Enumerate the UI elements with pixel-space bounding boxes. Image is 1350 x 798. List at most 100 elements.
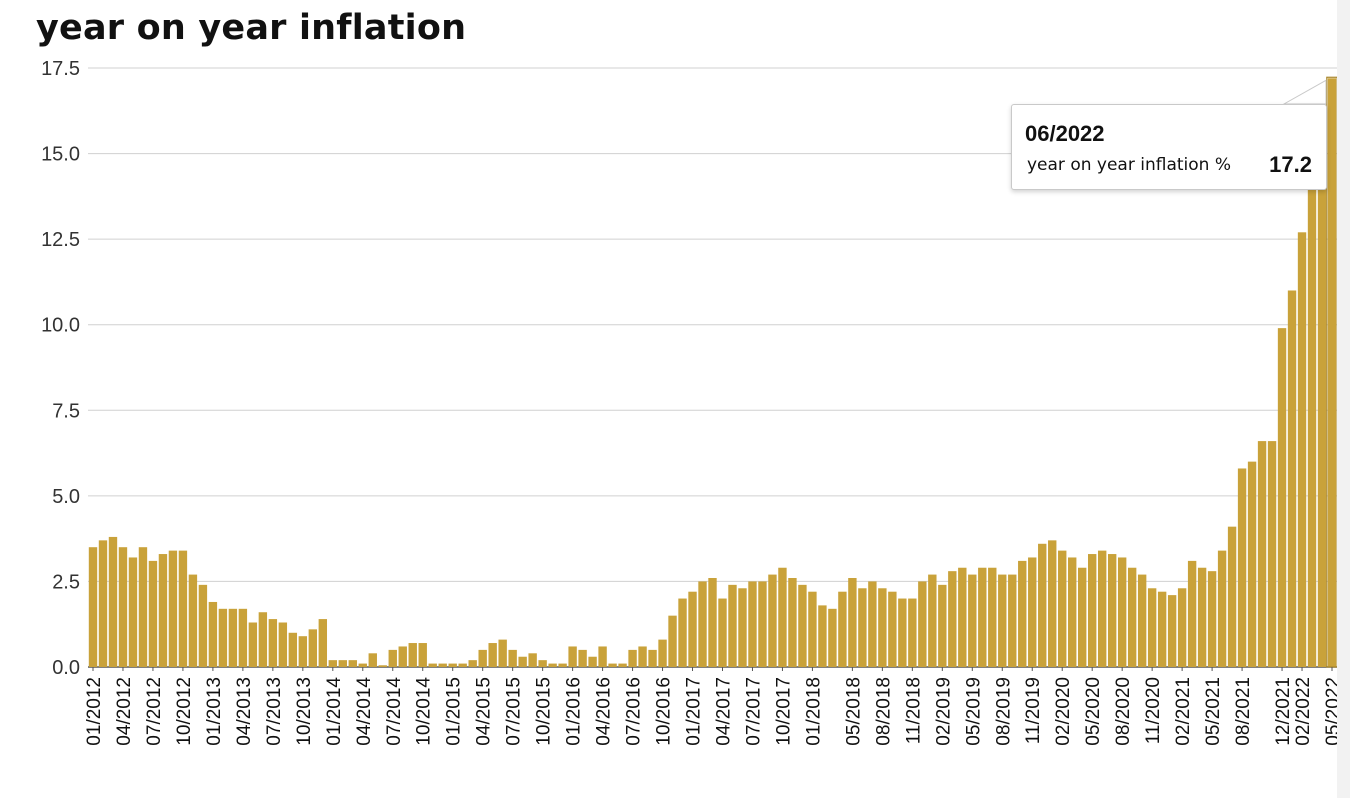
bar[interactable] bbox=[278, 622, 288, 667]
bar[interactable] bbox=[88, 547, 98, 667]
bar[interactable] bbox=[188, 574, 198, 667]
bar[interactable] bbox=[368, 653, 377, 667]
bar[interactable] bbox=[788, 578, 797, 667]
bar[interactable] bbox=[668, 615, 677, 667]
bar[interactable] bbox=[408, 643, 417, 667]
bar[interactable] bbox=[1147, 588, 1157, 667]
bar[interactable] bbox=[748, 581, 757, 667]
bar[interactable] bbox=[208, 601, 218, 667]
bar[interactable] bbox=[958, 567, 967, 667]
bar[interactable] bbox=[1267, 441, 1277, 667]
bar[interactable] bbox=[198, 584, 208, 667]
bar[interactable] bbox=[598, 646, 607, 667]
bar[interactable] bbox=[1137, 574, 1147, 667]
bar[interactable] bbox=[398, 646, 407, 667]
bar[interactable] bbox=[588, 656, 597, 667]
bar[interactable] bbox=[318, 619, 328, 667]
bar[interactable] bbox=[828, 608, 837, 667]
bar[interactable] bbox=[388, 649, 397, 667]
bar[interactable] bbox=[438, 663, 447, 667]
bar[interactable] bbox=[458, 663, 467, 667]
bar[interactable] bbox=[258, 612, 268, 667]
bar[interactable] bbox=[1307, 187, 1317, 668]
bar[interactable] bbox=[948, 571, 957, 667]
bar[interactable] bbox=[428, 663, 437, 667]
bar[interactable] bbox=[138, 547, 148, 667]
bar[interactable] bbox=[1068, 557, 1077, 667]
bar[interactable] bbox=[988, 567, 997, 667]
bar[interactable] bbox=[918, 581, 927, 667]
bar[interactable] bbox=[638, 646, 647, 667]
bar[interactable] bbox=[558, 663, 567, 667]
bar[interactable] bbox=[688, 591, 697, 667]
bar[interactable] bbox=[888, 591, 897, 667]
bar[interactable] bbox=[708, 578, 717, 667]
bar[interactable] bbox=[1097, 550, 1107, 667]
bar[interactable] bbox=[1197, 567, 1207, 667]
bar[interactable] bbox=[298, 636, 308, 667]
bar[interactable] bbox=[898, 598, 907, 667]
bar[interactable] bbox=[498, 639, 507, 667]
bar[interactable] bbox=[578, 649, 587, 667]
bar[interactable] bbox=[1207, 571, 1217, 667]
bar[interactable] bbox=[248, 622, 258, 667]
bar[interactable] bbox=[768, 574, 777, 667]
bar[interactable] bbox=[1317, 184, 1327, 667]
bar[interactable] bbox=[848, 578, 857, 667]
bar[interactable] bbox=[348, 660, 357, 667]
bar[interactable] bbox=[968, 574, 977, 667]
bar[interactable] bbox=[538, 660, 547, 667]
bar[interactable] bbox=[238, 608, 248, 667]
bar[interactable] bbox=[758, 581, 767, 667]
bar[interactable] bbox=[1167, 595, 1177, 667]
bar[interactable] bbox=[698, 581, 707, 667]
bar[interactable] bbox=[1217, 550, 1227, 667]
bar[interactable] bbox=[448, 663, 457, 667]
bar[interactable] bbox=[1177, 588, 1187, 667]
bar[interactable] bbox=[908, 598, 917, 667]
bar[interactable] bbox=[548, 663, 557, 667]
bar[interactable] bbox=[678, 598, 687, 667]
bar[interactable] bbox=[1018, 560, 1027, 667]
bar[interactable] bbox=[1008, 574, 1017, 667]
bar[interactable] bbox=[858, 588, 867, 667]
bar[interactable] bbox=[1117, 557, 1127, 667]
bar[interactable] bbox=[1038, 543, 1047, 667]
bar[interactable] bbox=[308, 629, 318, 667]
bar[interactable] bbox=[728, 584, 737, 667]
bar[interactable] bbox=[1277, 328, 1287, 667]
bar[interactable] bbox=[158, 554, 168, 667]
bar[interactable] bbox=[618, 663, 627, 667]
bar[interactable] bbox=[1107, 554, 1117, 667]
bar[interactable] bbox=[778, 567, 787, 667]
bar[interactable] bbox=[328, 660, 338, 667]
bar[interactable] bbox=[168, 550, 178, 667]
bar[interactable] bbox=[118, 547, 128, 667]
bar[interactable] bbox=[1127, 567, 1137, 667]
bar[interactable] bbox=[378, 665, 387, 667]
bar[interactable] bbox=[1247, 461, 1257, 667]
bar[interactable] bbox=[628, 649, 637, 667]
bar[interactable] bbox=[938, 584, 947, 667]
bar[interactable] bbox=[478, 649, 487, 667]
bar[interactable] bbox=[838, 591, 847, 667]
bar[interactable] bbox=[808, 591, 817, 667]
bar[interactable] bbox=[1287, 290, 1297, 667]
bar[interactable] bbox=[818, 605, 827, 667]
bar[interactable] bbox=[528, 653, 537, 667]
bar[interactable] bbox=[1028, 557, 1037, 667]
bar[interactable] bbox=[468, 660, 477, 667]
bar[interactable] bbox=[98, 540, 108, 667]
scrollbar[interactable] bbox=[1337, 0, 1350, 798]
bar[interactable] bbox=[1078, 567, 1087, 667]
bar[interactable] bbox=[338, 660, 347, 667]
bar[interactable] bbox=[228, 608, 238, 667]
bar[interactable] bbox=[1297, 232, 1307, 667]
bar[interactable] bbox=[518, 656, 527, 667]
bar[interactable] bbox=[148, 560, 158, 667]
bar[interactable] bbox=[508, 649, 517, 667]
bar[interactable] bbox=[178, 550, 188, 667]
bar[interactable] bbox=[798, 584, 807, 667]
bar[interactable] bbox=[488, 643, 497, 667]
bar[interactable] bbox=[358, 663, 367, 667]
